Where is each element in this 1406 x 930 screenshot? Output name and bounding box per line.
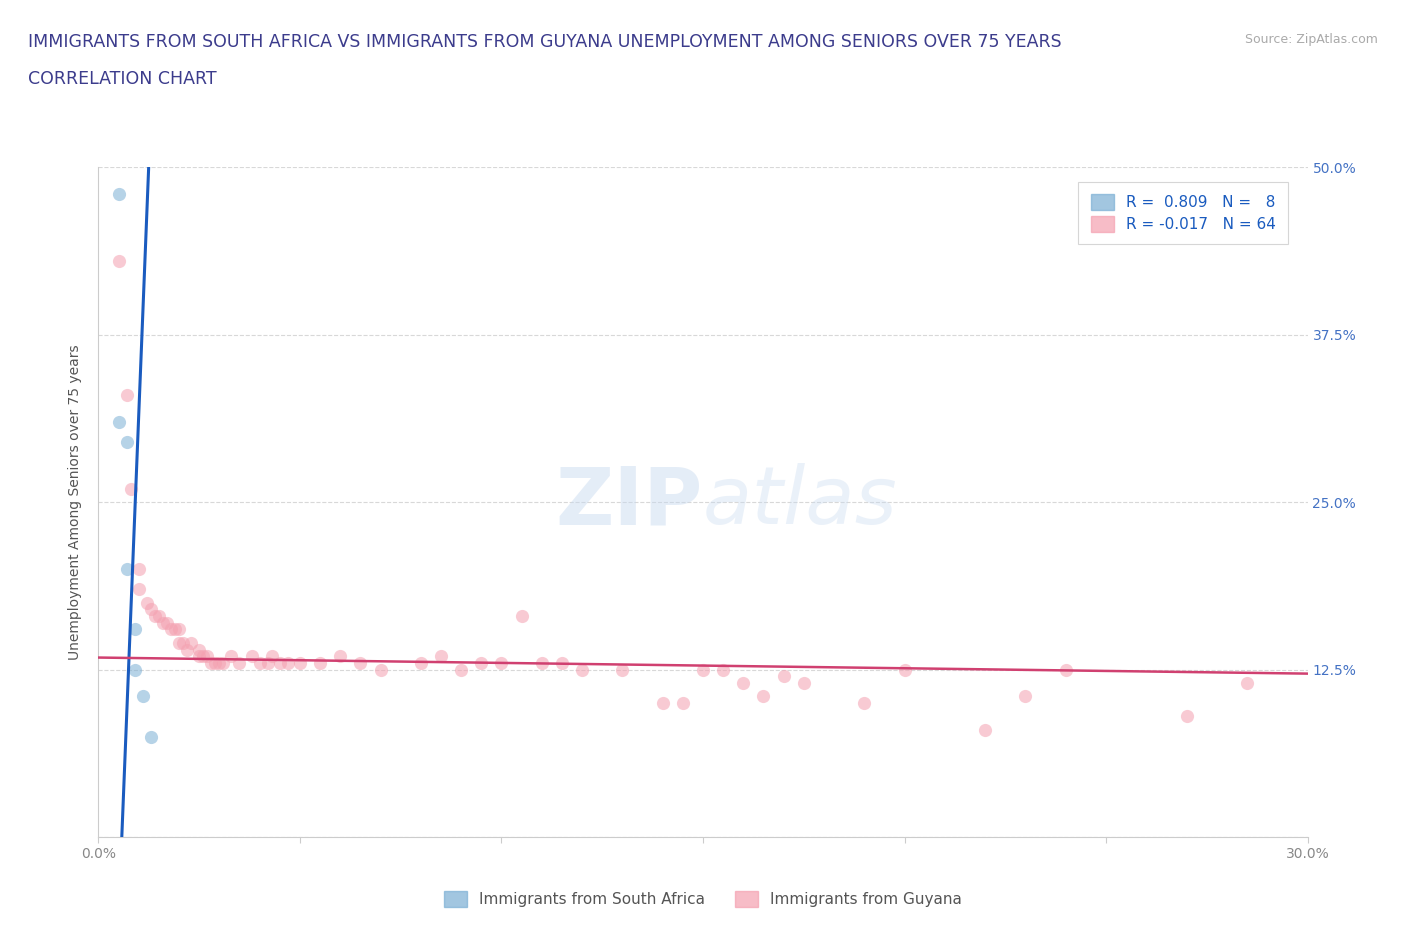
Point [711, 662, 734, 677]
Point [107, 187, 129, 202]
Point [152, 616, 174, 631]
Point [135, 595, 157, 610]
Point [139, 729, 162, 744]
Point [124, 662, 146, 677]
Point [163, 622, 186, 637]
Point [853, 696, 876, 711]
Point [188, 642, 211, 657]
Point [692, 662, 714, 677]
Point [221, 649, 243, 664]
Point [115, 388, 138, 403]
Point [974, 723, 997, 737]
Point [228, 656, 250, 671]
Point [450, 662, 472, 677]
Point [329, 649, 352, 664]
Point [107, 415, 129, 430]
Point [1054, 662, 1077, 677]
Point [115, 562, 138, 577]
Text: ZIP: ZIP [555, 463, 703, 541]
Point [793, 675, 815, 690]
Point [772, 669, 794, 684]
Point [193, 649, 215, 664]
Point [124, 622, 146, 637]
Point [156, 616, 179, 631]
Text: atlas: atlas [703, 463, 898, 541]
Point [269, 656, 291, 671]
Point [128, 582, 150, 597]
Point [491, 656, 513, 671]
Point [309, 656, 332, 671]
Point [167, 622, 190, 637]
Point [510, 608, 533, 623]
Point [733, 675, 755, 690]
Point [208, 656, 231, 671]
Point [470, 656, 492, 671]
Point [148, 608, 170, 623]
Legend: R =  0.809   N =   8, R = -0.017   N = 64: R = 0.809 N = 8, R = -0.017 N = 64 [1078, 181, 1288, 245]
Point [167, 635, 190, 650]
Point [176, 642, 198, 657]
Point [277, 656, 299, 671]
Point [132, 689, 155, 704]
Point [409, 656, 432, 671]
Point [195, 649, 218, 664]
Text: CORRELATION CHART: CORRELATION CHART [28, 70, 217, 87]
Point [120, 482, 142, 497]
Point [752, 689, 775, 704]
Point [1236, 675, 1258, 690]
Point [370, 662, 392, 677]
Y-axis label: Unemployment Among Seniors over 75 years: Unemployment Among Seniors over 75 years [69, 344, 83, 660]
Point [893, 662, 915, 677]
Point [240, 649, 263, 664]
Point [1014, 689, 1036, 704]
Text: Source: ZipAtlas.com: Source: ZipAtlas.com [1244, 33, 1378, 46]
Point [188, 649, 211, 664]
Point [672, 696, 695, 711]
Point [204, 656, 226, 671]
Point [172, 635, 194, 650]
Text: IMMIGRANTS FROM SOUTH AFRICA VS IMMIGRANTS FROM GUYANA UNEMPLOYMENT AMONG SENIOR: IMMIGRANTS FROM SOUTH AFRICA VS IMMIGRAN… [28, 33, 1062, 50]
Point [128, 562, 150, 577]
Point [256, 656, 278, 671]
Point [200, 656, 222, 671]
Point [249, 656, 271, 671]
Legend: Immigrants from South Africa, Immigrants from Guyana: Immigrants from South Africa, Immigrants… [437, 884, 969, 913]
Point [430, 649, 453, 664]
Point [551, 656, 574, 671]
Point [260, 649, 283, 664]
Point [571, 662, 593, 677]
Point [1175, 709, 1198, 724]
Point [160, 622, 183, 637]
Point [651, 696, 673, 711]
Point [107, 254, 129, 269]
Point [180, 635, 202, 650]
Point [530, 656, 553, 671]
Point [143, 608, 166, 623]
Point [349, 656, 371, 671]
Point [612, 662, 634, 677]
Point [212, 656, 235, 671]
Point [139, 602, 162, 617]
Point [288, 656, 311, 671]
Point [115, 434, 138, 449]
